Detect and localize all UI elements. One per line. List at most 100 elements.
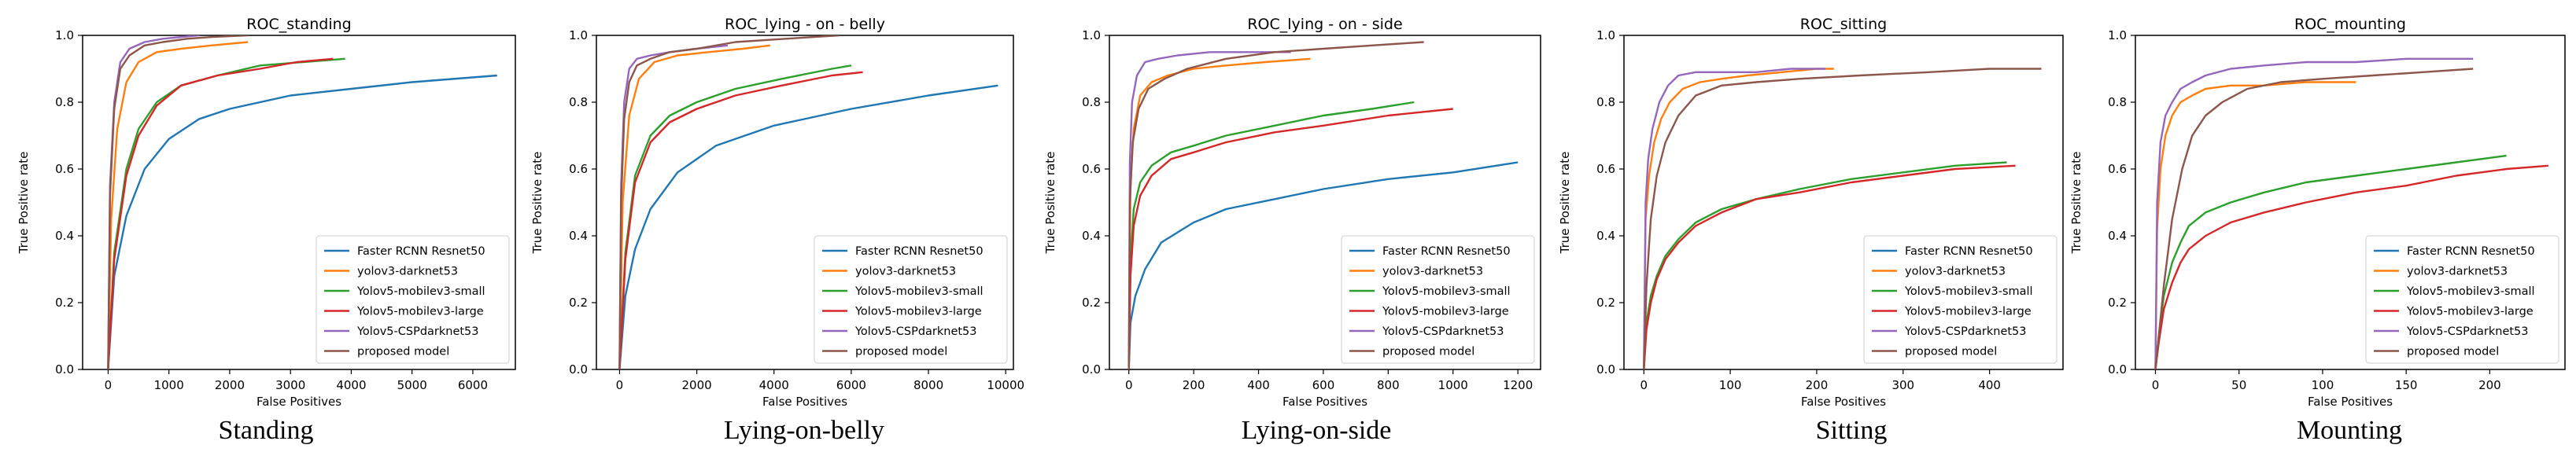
- series-line-small: [2154, 154, 2507, 369]
- series-line-proposed: [107, 35, 249, 369]
- legend-label: proposed model: [1382, 346, 1474, 358]
- x-tick-label: 200: [1183, 378, 1205, 392]
- x-tick-label: 0: [105, 378, 113, 392]
- y-axis-label: True Positive rate: [530, 152, 544, 255]
- legend-label: Yolov5-mobilev3-small: [1382, 285, 1511, 298]
- series-line-large: [107, 57, 334, 369]
- x-tick-label: 100: [2312, 378, 2334, 392]
- y-tick-label: 0.8: [55, 95, 74, 109]
- series-line-proposed: [1643, 68, 2042, 369]
- chart-title: ROC_standing: [246, 16, 351, 33]
- y-tick-label: 1.0: [2108, 28, 2127, 42]
- y-tick-label: 0.8: [1082, 95, 1101, 109]
- y-tick-label: 1.0: [1082, 28, 1101, 42]
- panel-caption: Standing: [219, 416, 314, 445]
- x-tick-label: 50: [2231, 378, 2246, 392]
- x-tick-label: 400: [1978, 378, 2001, 392]
- legend-box: [2365, 235, 2559, 364]
- y-tick-label: 0.6: [1082, 162, 1101, 176]
- x-tick-label: 300: [1891, 378, 1914, 392]
- y-tick-label: 1.0: [55, 28, 74, 42]
- x-axis-label: False Positives: [762, 395, 847, 409]
- x-tick-label: 0: [1640, 378, 1648, 392]
- legend-label: yolov3-darknet53: [855, 266, 956, 278]
- legend-label: Yolov5-CSPdarknet53: [854, 325, 977, 338]
- legend-label: Faster RCNN Resnet50: [1905, 245, 2033, 258]
- legend-label: Yolov5-mobilev3-small: [356, 285, 485, 298]
- x-tick-label: 8000: [913, 378, 943, 392]
- legend-label: proposed model: [1905, 346, 1997, 358]
- x-tick-label: 2000: [681, 378, 711, 392]
- y-axis-label: True Positive rate: [1558, 152, 1572, 255]
- x-tick-label: 600: [1312, 378, 1335, 392]
- series-line-large: [1127, 108, 1453, 369]
- legend-label: Yolov5-mobilev3-small: [1904, 285, 2033, 298]
- panel-caption: Mounting: [2297, 416, 2402, 445]
- series-line-faster_rcnn: [107, 74, 497, 369]
- y-tick-label: 0.2: [569, 296, 588, 310]
- x-tick-label: 1000: [154, 378, 184, 392]
- series-line-yolov3: [618, 44, 770, 369]
- y-tick-label: 1.0: [569, 28, 588, 42]
- series-line-large: [2154, 164, 2548, 369]
- plot-frame: [82, 35, 516, 370]
- legend-label: proposed model: [855, 346, 947, 358]
- series-line-faster_rcnn: [1127, 161, 1519, 369]
- legend: Faster RCNN Resnet50 yolov3-darknet53 Yolo…: [1863, 235, 2057, 364]
- series-line-csp: [1127, 51, 1291, 369]
- x-tick-label: 200: [1806, 378, 1829, 392]
- series-line-small: [107, 57, 345, 369]
- legend-box: [814, 235, 1008, 364]
- y-tick-label: 0.2: [2108, 296, 2127, 310]
- y-tick-label: 1.0: [1596, 28, 1615, 42]
- legend-label: Yolov5-mobilev3-large: [2406, 306, 2534, 318]
- plot-frame: [596, 35, 1014, 370]
- legend: Faster RCNN Resnet50 yolov3-darknet53 Yolo…: [316, 235, 510, 364]
- legend-label: Yolov5-mobilev3-large: [854, 306, 982, 318]
- series-line-yolov3: [1643, 68, 1834, 369]
- chart-title: ROC_lying - on - side: [1247, 16, 1402, 33]
- panel-caption: Lying-on-belly: [724, 416, 884, 445]
- series-line-yolov3: [2154, 81, 2356, 369]
- y-tick-label: 0.6: [55, 162, 74, 176]
- x-tick-label: 800: [1377, 378, 1400, 392]
- legend-label: proposed model: [2407, 346, 2499, 358]
- x-axis-label: False Positives: [256, 395, 341, 409]
- x-tick-label: 6000: [458, 378, 488, 392]
- legend-label: Yolov5-mobilev3-large: [1904, 306, 2032, 318]
- x-tick-label: 200: [2478, 378, 2501, 392]
- x-tick-label: 10000: [987, 378, 1024, 392]
- x-tick-label: 1000: [1438, 378, 1468, 392]
- legend-label: Faster RCNN Resnet50: [357, 245, 485, 258]
- y-tick-label: 0.0: [569, 362, 588, 377]
- x-tick-label: 1200: [1503, 378, 1533, 392]
- panel-caption: Lying-on-side: [1242, 416, 1392, 445]
- x-tick-label: 4000: [336, 378, 366, 392]
- legend-label: Faster RCNN Resnet50: [1382, 245, 1511, 258]
- legend-label: proposed model: [357, 346, 449, 358]
- legend-label: Yolov5-CSPdarknet53: [2406, 325, 2529, 338]
- y-axis-label: True Positive rate: [2069, 152, 2083, 255]
- x-tick-label: 0: [2152, 378, 2160, 392]
- legend: Faster RCNN Resnet50 yolov3-darknet53 Yolo…: [814, 235, 1008, 364]
- x-axis-label: False Positives: [1282, 395, 1367, 409]
- legend-box: [1863, 235, 2057, 364]
- legend-label: Yolov5-mobilev3-large: [356, 306, 484, 318]
- series-line-proposed: [2154, 68, 2474, 369]
- y-tick-label: 0.0: [2108, 362, 2127, 377]
- y-axis-label: True Positive rate: [17, 152, 31, 255]
- x-tick-label: 100: [1719, 378, 1742, 392]
- legend-box: [316, 235, 510, 364]
- y-tick-label: 0.0: [55, 362, 74, 377]
- series-line-proposed: [618, 35, 840, 369]
- y-tick-label: 0.0: [1596, 362, 1615, 377]
- y-axis-label: True Positive rate: [1043, 152, 1057, 255]
- y-tick-label: 0.4: [569, 229, 588, 243]
- x-tick-label: 4000: [759, 378, 789, 392]
- legend: Faster RCNN Resnet50 yolov3-darknet53 Yolo…: [1341, 235, 1535, 364]
- legend-label: Faster RCNN Resnet50: [2407, 245, 2535, 258]
- plot-frame: [1109, 35, 1541, 370]
- series-line-faster_rcnn: [618, 84, 998, 369]
- y-tick-label: 0.2: [1082, 296, 1101, 310]
- chart-panel-lying-on-belly: ROC_lying - on - belly 0 2000 4000 6000 8000 1…: [530, 16, 1024, 445]
